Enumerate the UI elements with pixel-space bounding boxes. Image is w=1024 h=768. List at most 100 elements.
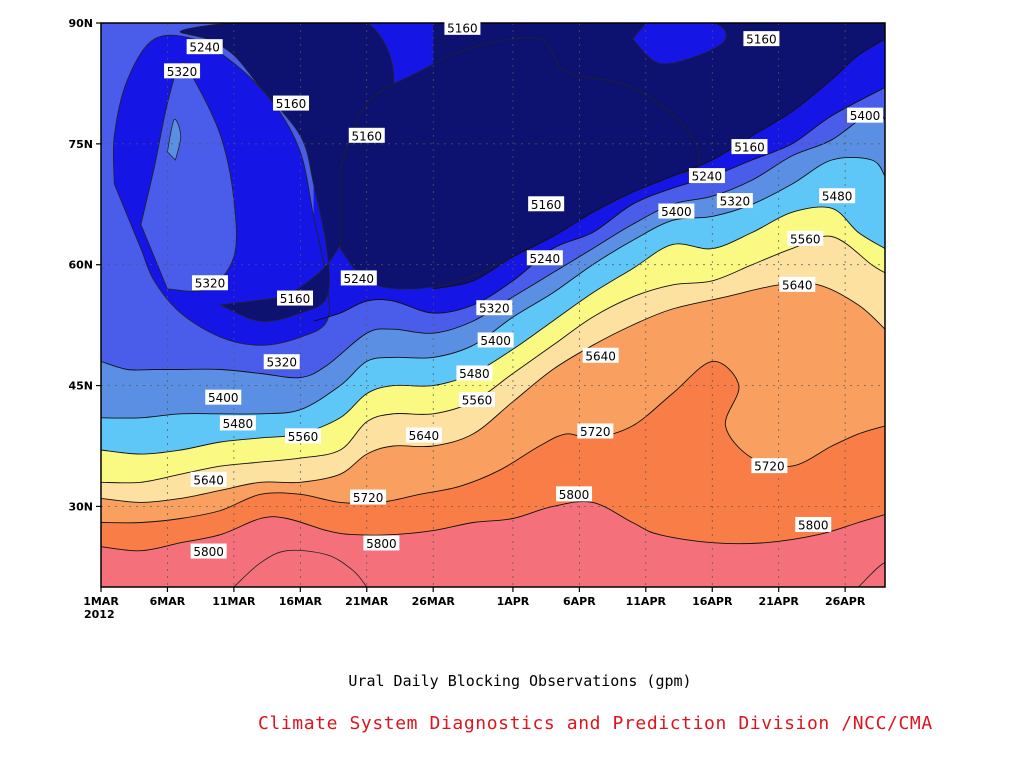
contour-label: 5320 (476, 300, 513, 316)
contour-line-5320 (101, 110, 885, 379)
contour-label: 5480 (219, 415, 256, 431)
contour-label-text: 5240 (692, 170, 723, 184)
contour-line-5640 (101, 282, 885, 503)
contour-label: 5480 (819, 188, 856, 204)
contour-label-box (219, 415, 256, 431)
contour-label: 5400 (205, 389, 242, 405)
x-tick-label: 26MAR (412, 595, 456, 608)
contour-label-text: 5560 (790, 232, 821, 246)
contour-label-text: 5800 (193, 545, 224, 559)
contour-label-text: 5160 (447, 21, 478, 35)
ridge-tongue-inner (166, 118, 182, 161)
contour-line-5560 (101, 235, 885, 484)
contour-label: 5400 (658, 203, 695, 219)
x-axis: 1MAR 6MAR 11MAR 16MAR 21MAR 26MAR 1APR 6APR 11AP… (83, 587, 866, 608)
contour-label-box (459, 392, 496, 408)
contour-label-text: 5640 (193, 473, 224, 487)
x-tick-label: 1APR (497, 595, 530, 608)
contour-label-text: 5480 (822, 190, 853, 204)
contour-label: 5320 (716, 193, 753, 209)
y-tick-label: 60N (68, 259, 93, 272)
contour-label: 5160 (731, 139, 768, 155)
contour-label-text: 5400 (850, 109, 881, 123)
contour-label-text: 5640 (782, 278, 813, 292)
contour-label-box (444, 19, 481, 35)
contour-label-box (263, 354, 300, 370)
contour-label-text: 5400 (208, 391, 239, 405)
contour-label-text: 5160 (746, 33, 777, 47)
contour-label: 5320 (191, 275, 228, 291)
contour-label: 5400 (477, 332, 514, 348)
x-tick-label: 21APR (759, 595, 800, 608)
contour-label-text: 5240 (344, 272, 375, 286)
contour-label-text: 5240 (189, 41, 220, 55)
contour-label-box (577, 423, 614, 439)
contour-label: 5160 (444, 19, 481, 35)
contour-label: 5640 (190, 471, 227, 487)
contour-label-text: 5160 (351, 129, 382, 143)
contour-label-text: 5320 (195, 277, 226, 291)
contour-label-text: 5320 (167, 65, 198, 79)
contour-label-box (688, 168, 725, 184)
contour-label: 5800 (795, 516, 832, 532)
contour-label-text: 5560 (462, 394, 493, 408)
contour-label-box (582, 347, 619, 363)
contour-line-5240 (313, 87, 885, 322)
contour-label-box (787, 230, 824, 246)
contour-label-box (405, 427, 442, 443)
contour-label-text: 5160 (531, 198, 562, 212)
contour-label-text: 5400 (661, 205, 692, 219)
x-tick-label: 26APR (825, 595, 866, 608)
contour-label-box (658, 203, 695, 219)
contour-label-box (477, 332, 514, 348)
contour-label-box (456, 365, 493, 381)
contour-label-text: 5640 (409, 429, 440, 443)
contour-label-box (164, 63, 201, 79)
x-year-label: 2012 (84, 608, 115, 621)
contour-label-text: 5720 (353, 491, 384, 505)
contour-label-box (284, 428, 321, 444)
x-tick-label: 6APR (563, 595, 596, 608)
x-tick-label: 11APR (626, 595, 667, 608)
contour-label: 5480 (456, 365, 493, 381)
contour-line-5160 (433, 38, 885, 290)
x-tick-label: 21MAR (345, 595, 389, 608)
contour-label-box (340, 270, 377, 286)
contour-label-box (273, 95, 310, 111)
contour-label: 5160 (277, 290, 314, 306)
contour-label: 5560 (459, 392, 496, 408)
y-tick-label: 45N (68, 380, 93, 393)
contour-line-5400 (101, 157, 885, 419)
contour-label-text: 5400 (480, 334, 511, 348)
contour-label: 5560 (787, 230, 824, 246)
high-top-right (631, 23, 727, 65)
contour-label-box (205, 389, 242, 405)
contour-label-text: 5480 (223, 417, 254, 431)
contour-label-text: 5480 (459, 367, 490, 381)
contour-line-5800 (101, 501, 885, 552)
contour-label-text: 5800 (366, 537, 397, 551)
high-bottom-left (233, 549, 368, 587)
contour-label-box (716, 193, 753, 209)
contour-label: 5240 (186, 39, 223, 55)
contour-label-box (191, 275, 228, 291)
contour-label: 5560 (284, 428, 321, 444)
contour-label: 5720 (350, 489, 387, 505)
contour-label-box (526, 250, 563, 266)
contour-label-box (190, 543, 227, 559)
contour-label-text: 5560 (288, 430, 319, 444)
contour-label: 5240 (526, 250, 563, 266)
contour-line-5480 (101, 206, 885, 455)
contour-label-box (819, 188, 856, 204)
contour-label-box (751, 458, 788, 474)
contour-label: 5320 (164, 63, 201, 79)
contour-label-box (363, 535, 400, 551)
contour-chart: 5240 5320 5160 5160 5160 5160 5160 5240 5320 5400… (68, 17, 886, 621)
x-tick-label: 16APR (692, 595, 733, 608)
contour-label-box (847, 107, 884, 123)
contour-label: 5160 (743, 31, 780, 47)
contour-label-box (556, 486, 593, 502)
contour-label: 5720 (577, 423, 614, 439)
contour-label-text: 5800 (559, 488, 590, 502)
contour-label-text: 5240 (530, 252, 561, 266)
